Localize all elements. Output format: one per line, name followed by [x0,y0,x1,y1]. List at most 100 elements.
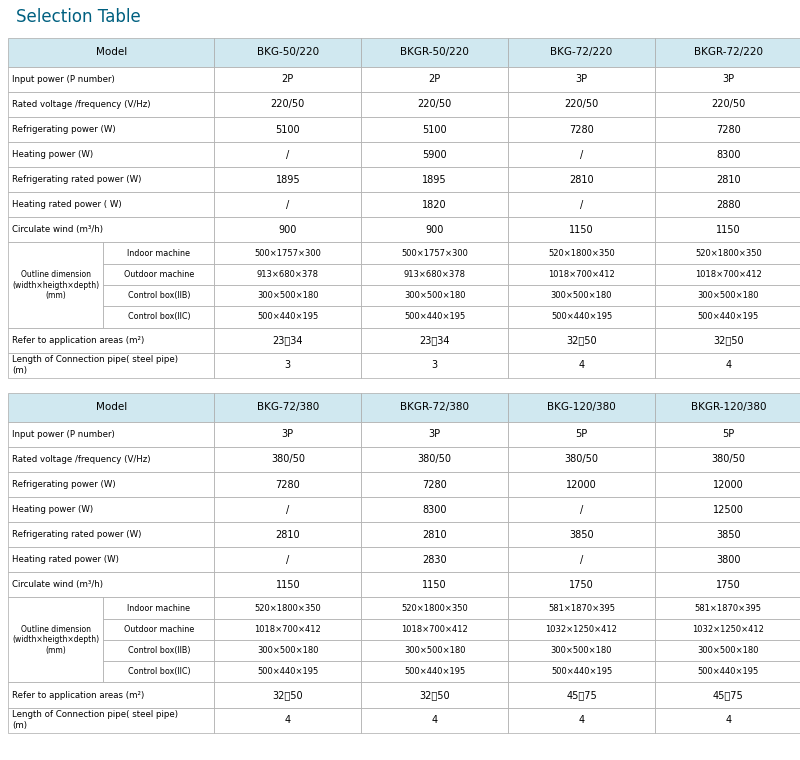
Text: 32～50: 32～50 [713,335,744,345]
Bar [508,472,655,497]
Text: 913×680×378: 913×680×378 [404,270,466,279]
Text: 581×1870×395: 581×1870×395 [695,603,762,613]
Bar [8,393,214,422]
Text: Outdoor machine: Outdoor machine [124,625,194,634]
Bar [103,242,214,264]
Bar [8,167,214,192]
Bar [214,522,362,547]
Bar [214,242,362,264]
Text: 520×1800×350: 520×1800×350 [254,603,322,613]
Text: 7280: 7280 [716,125,741,135]
Bar [362,353,508,378]
Text: 1032×1250×412: 1032×1250×412 [692,625,764,634]
Text: Control box(IIC): Control box(IIC) [127,312,190,321]
Bar [655,447,800,472]
Bar [8,38,214,67]
Text: 1018×700×412: 1018×700×412 [695,270,762,279]
Bar [103,285,214,306]
Text: Control box(IIC): Control box(IIC) [127,667,190,676]
Text: 8300: 8300 [716,150,741,160]
Text: 5100: 5100 [275,125,300,135]
Text: Refrigerating power (W): Refrigerating power (W) [12,480,116,489]
Text: 2830: 2830 [422,555,447,565]
Bar [214,661,362,682]
Bar [214,67,362,92]
Text: 4: 4 [578,715,585,725]
Text: 300×500×180: 300×500×180 [698,646,759,655]
Bar [362,306,508,328]
Text: 1018×700×412: 1018×700×412 [548,270,615,279]
Text: 220/50: 220/50 [564,100,598,109]
Text: 300×500×180: 300×500×180 [404,646,466,655]
Bar [362,422,508,447]
Bar [214,328,362,353]
Text: 3P: 3P [282,429,294,439]
Bar [8,192,214,217]
Bar [214,142,362,167]
Text: 32～50: 32～50 [273,690,303,700]
Text: 220/50: 220/50 [711,100,746,109]
Text: 2810: 2810 [716,175,741,185]
Bar [214,353,362,378]
Text: BKGR-120/380: BKGR-120/380 [690,402,766,413]
Bar [214,393,362,422]
Text: 300×500×180: 300×500×180 [550,646,612,655]
Text: Refer to application areas (m²): Refer to application areas (m²) [12,691,144,699]
Bar [362,242,508,264]
Bar [508,38,655,67]
Bar [214,306,362,328]
Bar [214,117,362,142]
Bar [655,547,800,572]
Bar [655,522,800,547]
Bar [508,619,655,640]
Bar [214,708,362,733]
Text: Heating power (W): Heating power (W) [12,505,93,514]
Text: 913×680×378: 913×680×378 [257,270,319,279]
Bar [362,328,508,353]
Text: Control box(IIB): Control box(IIB) [128,646,190,655]
Bar [655,328,800,353]
Text: 1750: 1750 [716,580,741,590]
Text: 500×1757×300: 500×1757×300 [402,249,468,258]
Text: Selection Table: Selection Table [16,8,141,26]
Text: 2880: 2880 [716,200,741,210]
Bar [508,682,655,708]
Bar [214,167,362,192]
Text: 3850: 3850 [716,530,741,540]
Bar [655,306,800,328]
Text: 8300: 8300 [422,505,447,515]
Text: 220/50: 220/50 [418,100,452,109]
Bar [508,242,655,264]
Text: /: / [286,555,290,565]
Text: 1018×700×412: 1018×700×412 [402,625,468,634]
Bar [655,167,800,192]
Bar [8,142,214,167]
Bar [8,328,214,353]
Text: 500×440×195: 500×440×195 [698,312,759,321]
Bar [214,422,362,447]
Bar [655,92,800,117]
Bar [362,67,508,92]
Text: 4: 4 [578,360,585,370]
Bar [655,497,800,522]
Bar [8,522,214,547]
Bar [362,497,508,522]
Text: 1895: 1895 [275,175,300,185]
Bar [655,117,800,142]
Text: Input power (P number): Input power (P number) [12,430,115,439]
Text: 4: 4 [726,360,731,370]
Text: 23～34: 23～34 [419,335,450,345]
Bar [8,708,214,733]
Bar [362,547,508,572]
Bar [8,92,214,117]
Bar [103,264,214,285]
Text: 3P: 3P [429,429,441,439]
Text: 500×1757×300: 500×1757×300 [254,249,322,258]
Text: 300×500×180: 300×500×180 [257,291,318,300]
Text: 500×440×195: 500×440×195 [698,667,759,676]
Bar [655,242,800,264]
Bar [655,393,800,422]
Text: 7280: 7280 [422,480,447,489]
Text: 2810: 2810 [569,175,594,185]
Text: /: / [580,200,583,210]
